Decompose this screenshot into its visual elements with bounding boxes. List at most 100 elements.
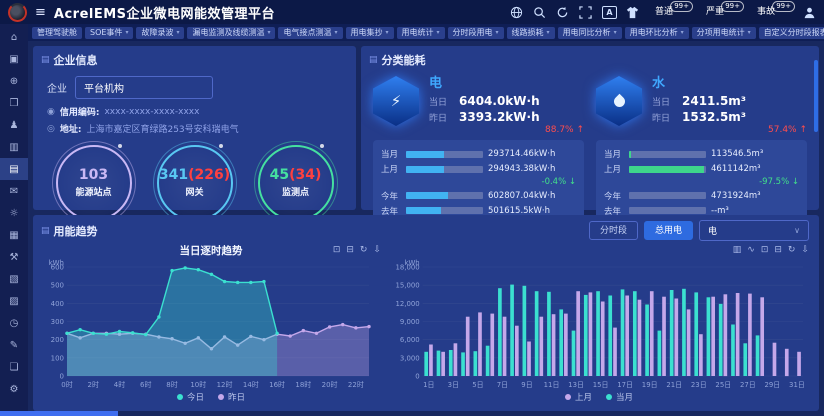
alarm-badge-severe[interactable]: 严重 99+ [700, 0, 744, 19]
tab-1[interactable]: 管理驾驶舱 [32, 26, 82, 39]
svg-text:14时: 14时 [243, 380, 259, 389]
month-delta: -0.4% ↓ [541, 177, 577, 187]
font-size-icon[interactable]: A [601, 5, 617, 19]
tab-2[interactable]: SOE事件 ▾ [85, 26, 134, 39]
classified-energy-panel: ▤ 分类能耗 ⚡ 电 当日 6404.0kW·h 昨日 3393.2kW·h 88.… [361, 46, 819, 234]
panel-title-icon: ▤ [41, 55, 50, 65]
tab-11[interactable]: 用电环比分析 ▾ [624, 26, 689, 39]
legend-item[interactable]: 今日 [176, 391, 204, 403]
refresh-icon[interactable] [556, 5, 570, 19]
tab-4[interactable]: 漏电监测及线缆测温 ▾ [187, 26, 276, 39]
sidebar-item-home[interactable]: ⌂ [0, 26, 28, 48]
water-drop-icon [611, 93, 627, 109]
chart-toolbox: ▥ ∿ ⊡ ⊟ ↻ ⇩ [733, 246, 809, 255]
tab-6[interactable]: 用电集抄 ▾ [345, 26, 394, 39]
menu-toggle-icon[interactable]: ≡ [35, 4, 46, 20]
stat-gateways: 341(226) 网关 [152, 141, 237, 225]
consumption-bar-row: 今年 602807.04kW·h [381, 190, 556, 202]
alarm-badge-normal[interactable]: 普通 99+ [649, 0, 693, 19]
energy-category-water: 水 当日 2411.5m³ 昨日 1532.5m³ 57.4% ↑ 当月 11354… [596, 72, 807, 234]
tab-9[interactable]: 线路损耗 ▾ [506, 26, 555, 39]
settings-icon: ⚙ [9, 383, 19, 395]
sidebar-item-energy-board[interactable]: ▤ [0, 158, 28, 180]
zoom-reset-icon[interactable]: ⊟ [774, 245, 782, 255]
svg-text:31日: 31日 [789, 381, 805, 389]
svg-text:6,000: 6,000 [400, 336, 420, 344]
horizontal-scrollbar-thumb[interactable] [0, 411, 118, 416]
theme-skin-icon[interactable] [626, 5, 640, 19]
company-label: 企业 [47, 84, 67, 95]
download-icon[interactable]: ⇩ [801, 245, 809, 255]
tab-13[interactable]: 自定义分时段报表▾ [758, 26, 824, 39]
energy-trend-panel: ▤ 用能趋势 分时段 总用电 电 ∨ 当日逐时趋势 ⊡ ⊟ ↻ ⇩ [33, 215, 819, 411]
svg-text:4时: 4时 [114, 380, 125, 389]
energy-scrollbar[interactable] [814, 60, 818, 132]
caret-down-icon: ▾ [267, 28, 271, 36]
line-mode-icon[interactable]: ∿ [747, 245, 755, 255]
download-icon[interactable]: ⇩ [373, 245, 381, 255]
day-delta: 57.4% ↑ [768, 125, 807, 135]
interval-button[interactable]: 分时段 [588, 221, 638, 240]
restore-icon[interactable]: ↻ [787, 245, 796, 255]
bar-mode-icon[interactable]: ▥ [732, 245, 742, 255]
svg-text:10时: 10时 [190, 380, 206, 389]
tab-12[interactable]: 分项用电统计 ▾ [691, 26, 756, 39]
fullscreen-icon[interactable] [579, 5, 593, 19]
caret-down-icon: ▾ [334, 28, 338, 36]
sidebar-item-bulb[interactable]: ☼ [0, 202, 28, 224]
svg-text:5日: 5日 [472, 381, 483, 389]
zoom-reset-icon[interactable]: ⊟ [346, 245, 354, 255]
search-icon[interactable] [533, 5, 547, 19]
svg-text:23日: 23日 [691, 381, 707, 389]
category-hex-badge [596, 76, 642, 126]
tab-3[interactable]: 故障录波 ▾ [136, 26, 185, 39]
sidebar-item-settings[interactable]: ⚙ [0, 378, 28, 400]
legend-item[interactable]: 当月 [606, 391, 633, 403]
legend-item[interactable]: 昨日 [218, 391, 245, 403]
legend-item[interactable]: 上月 [564, 391, 592, 403]
sidebar-item-globe[interactable]: ⊕ [0, 70, 28, 92]
sidebar-item-docs[interactable]: ❏ [0, 356, 28, 378]
svg-text:21日: 21日 [666, 381, 682, 389]
energy-type-select[interactable]: 电 ∨ [699, 220, 809, 241]
company-select[interactable]: 平台机构 [75, 76, 213, 99]
credit-code-icon: ◉ [47, 106, 55, 117]
consumption-bar-row: 上月 294943.38kW·h [381, 164, 556, 175]
consumption-bar-row: 去年 --m³ [604, 205, 729, 217]
svg-text:17日: 17日 [617, 381, 633, 389]
address-icon: ◎ [47, 123, 55, 134]
sidebar-item-message[interactable]: ✉ [0, 180, 28, 202]
main-content: ▤ 企业信息 企业 平台机构 ◉ 信用编码: xxxx-xxxx-xxxx-xx… [28, 41, 824, 416]
zoom-select-icon[interactable]: ⊡ [760, 245, 769, 255]
folder-icon: ❒ [9, 97, 19, 109]
total-electricity-button[interactable]: 总用电 [643, 221, 693, 240]
alarm-badge-accident[interactable]: 事故 99+ [751, 0, 795, 19]
sidebar-item-bar-chart[interactable]: ▥ [0, 136, 28, 158]
acrel-logo-icon [8, 2, 27, 22]
sidebar-item-grid[interactable]: ▦ [0, 224, 28, 246]
edit-icon: ✎ [9, 339, 19, 351]
globe-icon[interactable] [510, 5, 524, 19]
sidebar-item-monitor[interactable]: ▣ [0, 48, 28, 70]
zoom-select-icon[interactable]: ⊡ [332, 245, 341, 255]
tab-10[interactable]: 用电同比分析 ▾ [557, 26, 622, 39]
sidebar-item-panel[interactable]: ▧ [0, 268, 28, 290]
sidebar-item-tools[interactable]: ⚒ [0, 246, 28, 268]
tab-7[interactable]: 用电统计 ▾ [396, 26, 445, 39]
hourly-trend-chart: 当日逐时趋势 ⊡ ⊟ ↻ ⇩ 0 100 200 300 400 500 600 kWh 0时 2… [41, 243, 381, 407]
svg-text:8时: 8时 [166, 380, 177, 389]
sidebar-item-user[interactable]: ♟ [0, 114, 28, 136]
svg-text:9,000: 9,000 [400, 318, 420, 326]
sidebar-item-edit[interactable]: ✎ [0, 334, 28, 356]
caret-down-icon: ▾ [176, 28, 180, 36]
user-icon[interactable] [802, 5, 816, 19]
month-delta: -97.5% ↓ [759, 177, 799, 187]
restore-icon[interactable]: ↻ [359, 245, 368, 255]
tab-5[interactable]: 电气接点测温 ▾ [278, 26, 343, 39]
tab-8[interactable]: 分时段用电 ▾ [447, 26, 504, 39]
svg-text:22时: 22时 [348, 380, 364, 389]
sidebar-item-folder[interactable]: ❒ [0, 92, 28, 114]
sidebar-item-report[interactable]: ▨ [0, 290, 28, 312]
sidebar-item-clock[interactable]: ◷ [0, 312, 28, 334]
